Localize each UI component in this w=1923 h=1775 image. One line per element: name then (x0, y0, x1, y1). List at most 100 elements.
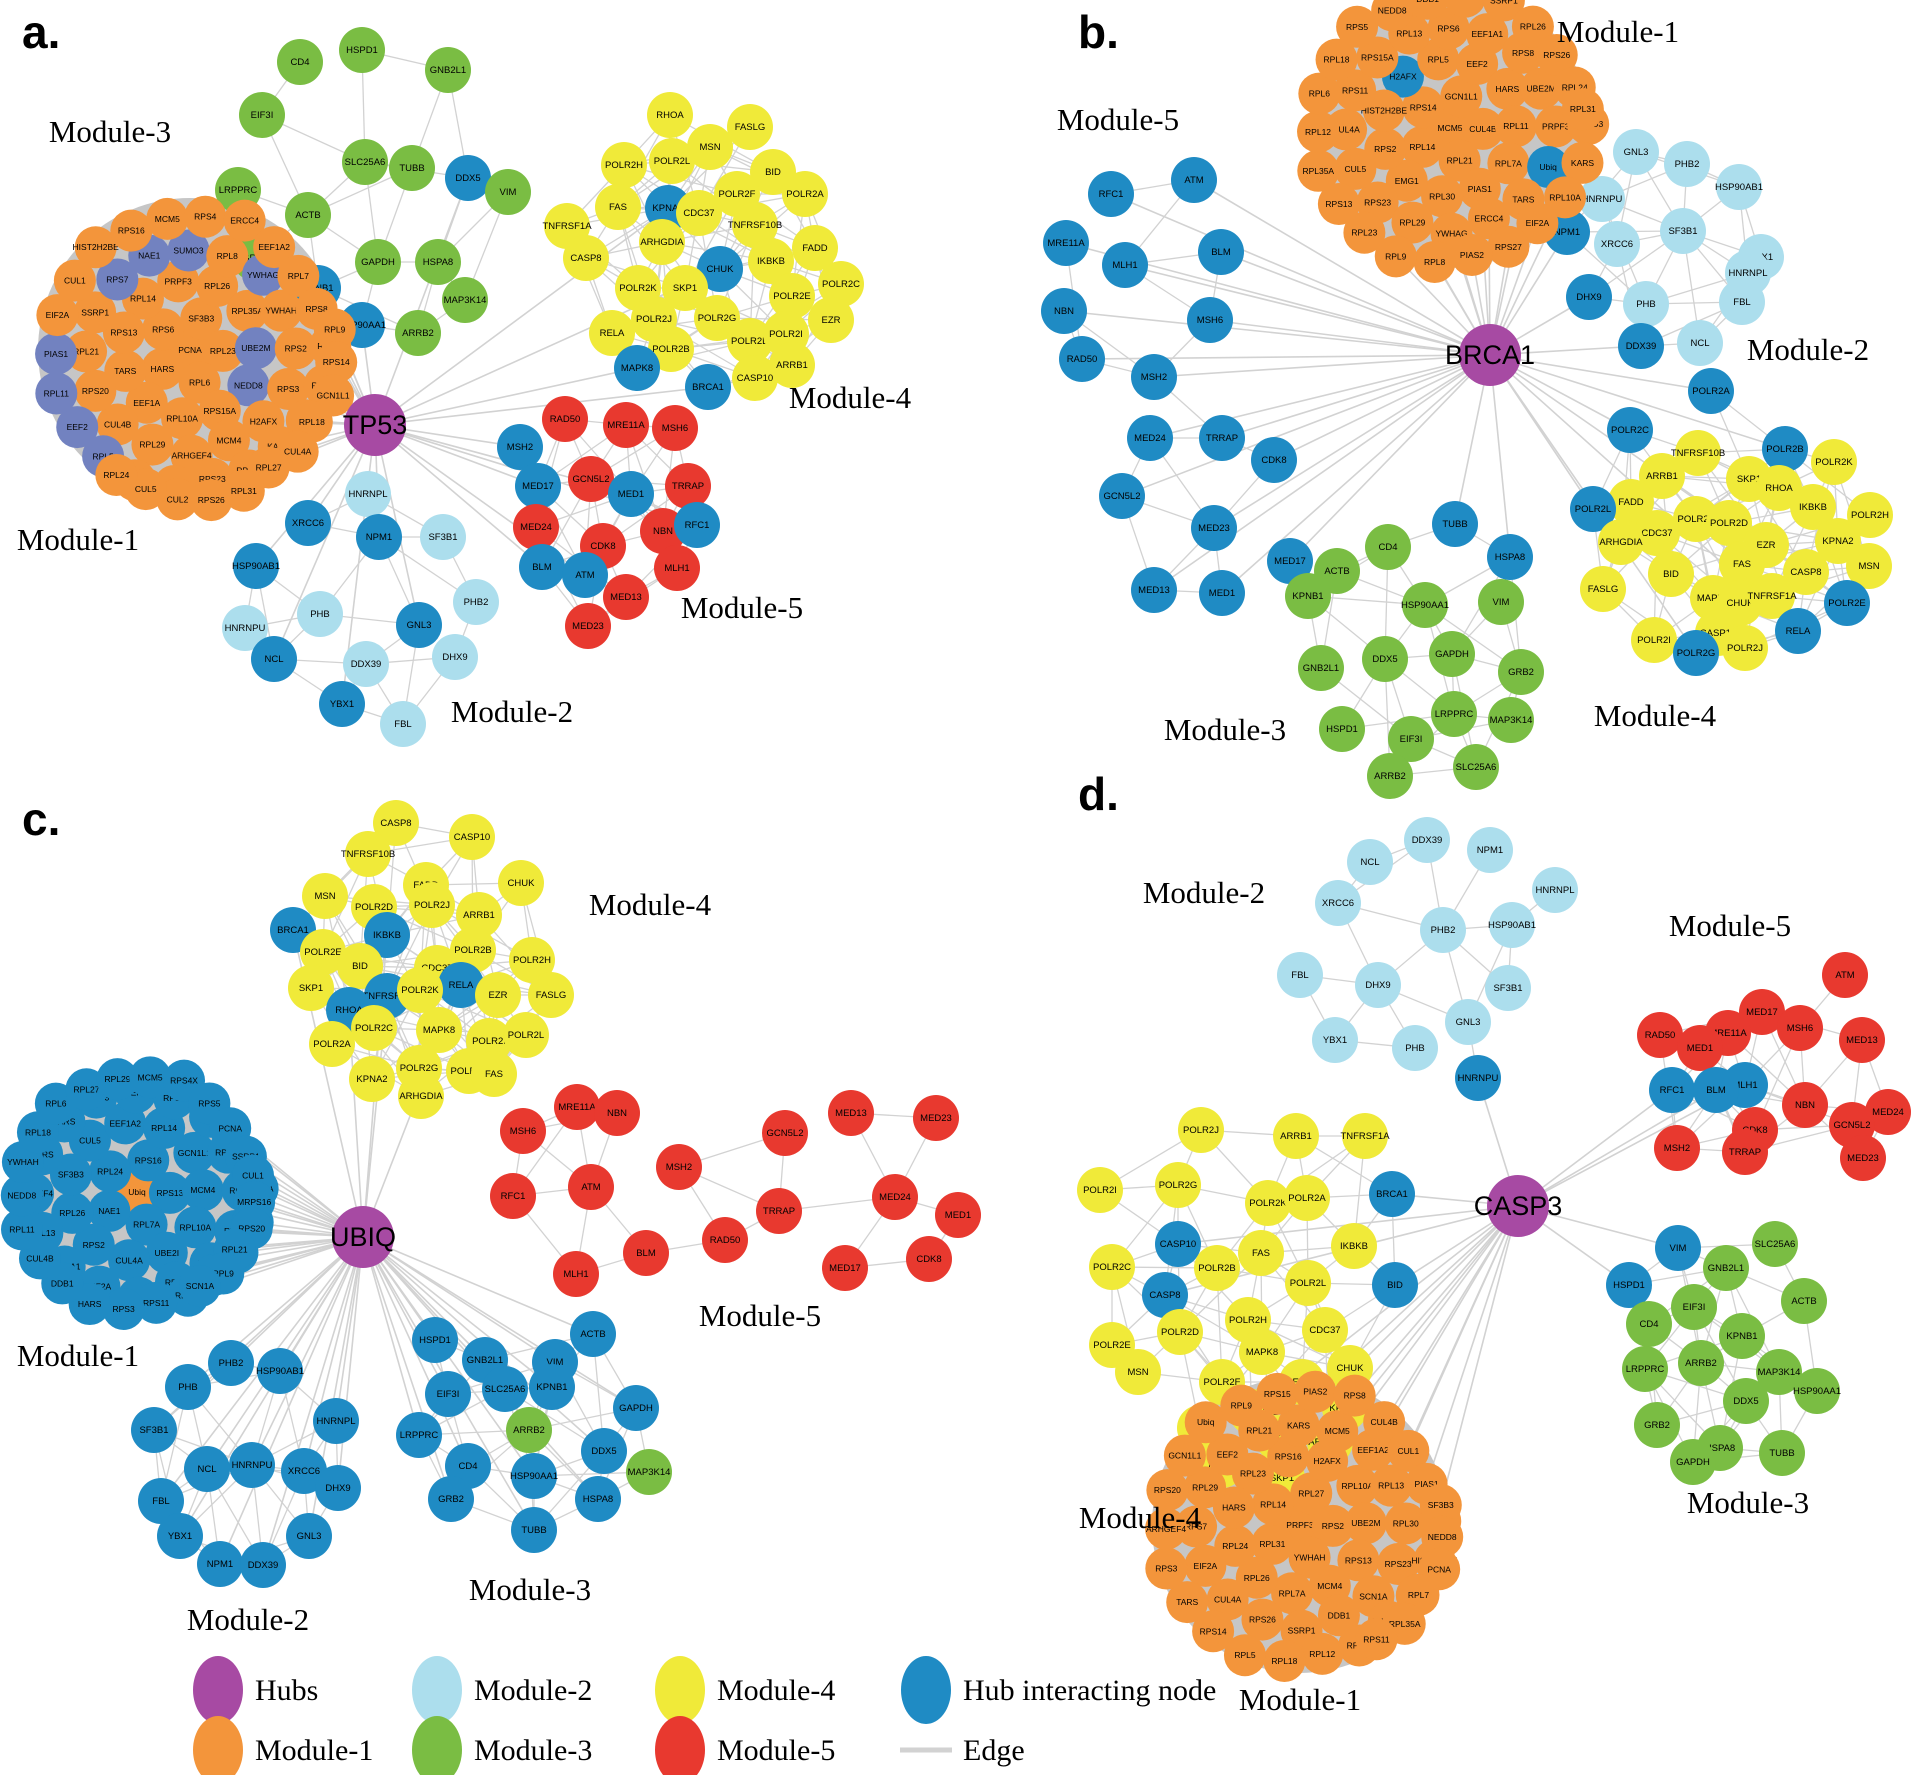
node-b-TRRAP[interactable] (1199, 415, 1245, 461)
node-c-RPL26[interactable] (51, 1191, 94, 1234)
node-d-GAPDH[interactable] (1670, 1439, 1716, 1485)
node-d-ATM[interactable] (1822, 952, 1868, 998)
node-d-FAS[interactable] (1238, 1230, 1284, 1276)
hub-UBIQ[interactable] (332, 1206, 394, 1268)
node-c-NPM1[interactable] (197, 1541, 243, 1587)
node-d-RPL9[interactable] (1220, 1384, 1263, 1427)
node-b-MED23[interactable] (1191, 505, 1237, 551)
node-b-RPS6[interactable] (1427, 7, 1470, 50)
node-a-POLR2A[interactable] (782, 171, 828, 217)
node-b-POLR2B[interactable] (1762, 426, 1808, 472)
node-c-MED23[interactable] (913, 1095, 959, 1141)
node-c-CASP8[interactable] (373, 800, 419, 846)
node-b-POLR2K[interactable] (1811, 439, 1857, 485)
node-b-GCN1L1[interactable] (1440, 75, 1483, 118)
node-c-RPS13[interactable] (148, 1171, 191, 1214)
node-a-HNRNPU[interactable] (222, 605, 268, 651)
node-d-GRB2[interactable] (1634, 1402, 1680, 1448)
node-d-MED24[interactable] (1865, 1089, 1911, 1135)
node-b-HNRNPU[interactable] (1579, 176, 1625, 222)
node-c-MCM4[interactable] (181, 1169, 224, 1212)
node-b-RPS15A[interactable] (1356, 36, 1399, 79)
node-b-NEDD8[interactable] (1371, 0, 1414, 32)
node-d-RPL29[interactable] (1184, 1466, 1227, 1509)
node-a-RPS3[interactable] (267, 367, 310, 410)
node-d-POLR2K[interactable] (1245, 1180, 1291, 1226)
node-a-SUMO3[interactable] (167, 229, 210, 272)
node-d-RPL5[interactable] (1223, 1634, 1266, 1677)
node-c-RPS2[interactable] (72, 1223, 115, 1266)
node-c-PHB2[interactable] (208, 1340, 254, 1386)
node-c-GCN5L2[interactable] (762, 1110, 808, 1156)
node-d-HNRNPU[interactable] (1455, 1055, 1501, 1101)
node-b-BLM[interactable] (1198, 229, 1244, 275)
node-b-CASP8[interactable] (1783, 549, 1829, 595)
node-d-KPNB1[interactable] (1719, 1313, 1765, 1359)
node-d-RPL30[interactable] (1384, 1502, 1427, 1545)
node-d-MED1[interactable] (1677, 1025, 1723, 1071)
node-b-KPNB1[interactable] (1285, 573, 1331, 619)
node-a-XRCC6[interactable] (285, 500, 331, 546)
node-d-TUBB[interactable] (1759, 1430, 1805, 1476)
node-a-RELA[interactable] (589, 310, 635, 356)
node-b-HSPA8[interactable] (1487, 534, 1533, 580)
node-b-NCL[interactable] (1677, 320, 1723, 366)
node-b-MSN[interactable] (1846, 543, 1892, 589)
node-a-MAP3K14[interactable] (442, 277, 488, 323)
node-d-RPL24[interactable] (1214, 1524, 1257, 1567)
hub-BRCA1[interactable] (1459, 324, 1521, 386)
node-c-FAS[interactable] (471, 1051, 517, 1097)
node-a-EEF2[interactable] (56, 406, 99, 449)
node-a-DDX5[interactable] (445, 155, 491, 201)
node-d-DHX9[interactable] (1355, 962, 1401, 1008)
node-b-FASLG[interactable] (1580, 566, 1626, 612)
node-b-RPS2[interactable] (1364, 127, 1407, 170)
node-a-RPL7[interactable] (277, 254, 320, 297)
node-a-ACTB[interactable] (285, 192, 331, 238)
node-b-GAPDH[interactable] (1429, 631, 1475, 677)
node-a-ARRB2[interactable] (395, 310, 441, 356)
node-c-RFC1[interactable] (490, 1173, 536, 1219)
node-a-MSH2[interactable] (497, 424, 543, 470)
node-a-YWHAH[interactable] (260, 289, 303, 332)
node-c-POLR2C[interactable] (351, 1005, 397, 1051)
node-d-PIAS2[interactable] (1294, 1370, 1337, 1413)
node-a-RPS16[interactable] (110, 209, 153, 252)
node-c-MAP3K14[interactable] (626, 1449, 672, 1495)
node-b-XRCC6[interactable] (1594, 221, 1640, 267)
node-c-RPL10A[interactable] (174, 1206, 217, 1249)
node-c-BLM[interactable] (623, 1230, 669, 1276)
node-b-RPS14[interactable] (1402, 86, 1445, 129)
node-a-MAPK8[interactable] (614, 345, 660, 391)
node-c-GAPDH[interactable] (613, 1385, 659, 1431)
node-a-RPL29[interactable] (131, 423, 174, 466)
node-c-ACTB[interactable] (570, 1311, 616, 1357)
node-c-GRB2[interactable] (428, 1476, 474, 1522)
node-b-EIF3I[interactable] (1388, 716, 1434, 762)
node-d-ARRB1[interactable] (1273, 1113, 1319, 1159)
node-b-PHB2[interactable] (1664, 141, 1710, 187)
node-d-RPS23[interactable] (1377, 1542, 1420, 1585)
node-d-MSH6[interactable] (1777, 1005, 1823, 1051)
node-b-KPNA2[interactable] (1815, 518, 1861, 564)
node-c-KPNB1[interactable] (529, 1364, 575, 1410)
node-b-SLC25A6[interactable] (1453, 744, 1499, 790)
node-c-RELA[interactable] (438, 962, 484, 1008)
node-b-RPL35A[interactable] (1297, 149, 1340, 192)
node-c-TRRAP[interactable] (756, 1188, 802, 1234)
node-b-CUL5[interactable] (1334, 147, 1377, 190)
node-a-YBX1[interactable] (319, 681, 365, 727)
node-b-ARRB1[interactable] (1639, 453, 1685, 499)
node-a-EZR[interactable] (808, 297, 854, 343)
node-c-XRCC6[interactable] (281, 1448, 327, 1494)
node-a-MSH6[interactable] (652, 405, 698, 451)
node-a-SF3B1[interactable] (420, 514, 466, 560)
node-c-EZR[interactable] (475, 972, 521, 1018)
node-d-UBE2M[interactable] (1344, 1502, 1387, 1545)
node-d-EIF2A[interactable] (1184, 1544, 1227, 1587)
node-d-GNB2L1[interactable] (1703, 1245, 1749, 1291)
node-b-CUL4B[interactable] (1461, 107, 1504, 150)
node-a-SKP1[interactable] (662, 265, 708, 311)
node-c-CDK8[interactable] (906, 1236, 952, 1282)
node-b-RHOA[interactable] (1756, 465, 1802, 511)
